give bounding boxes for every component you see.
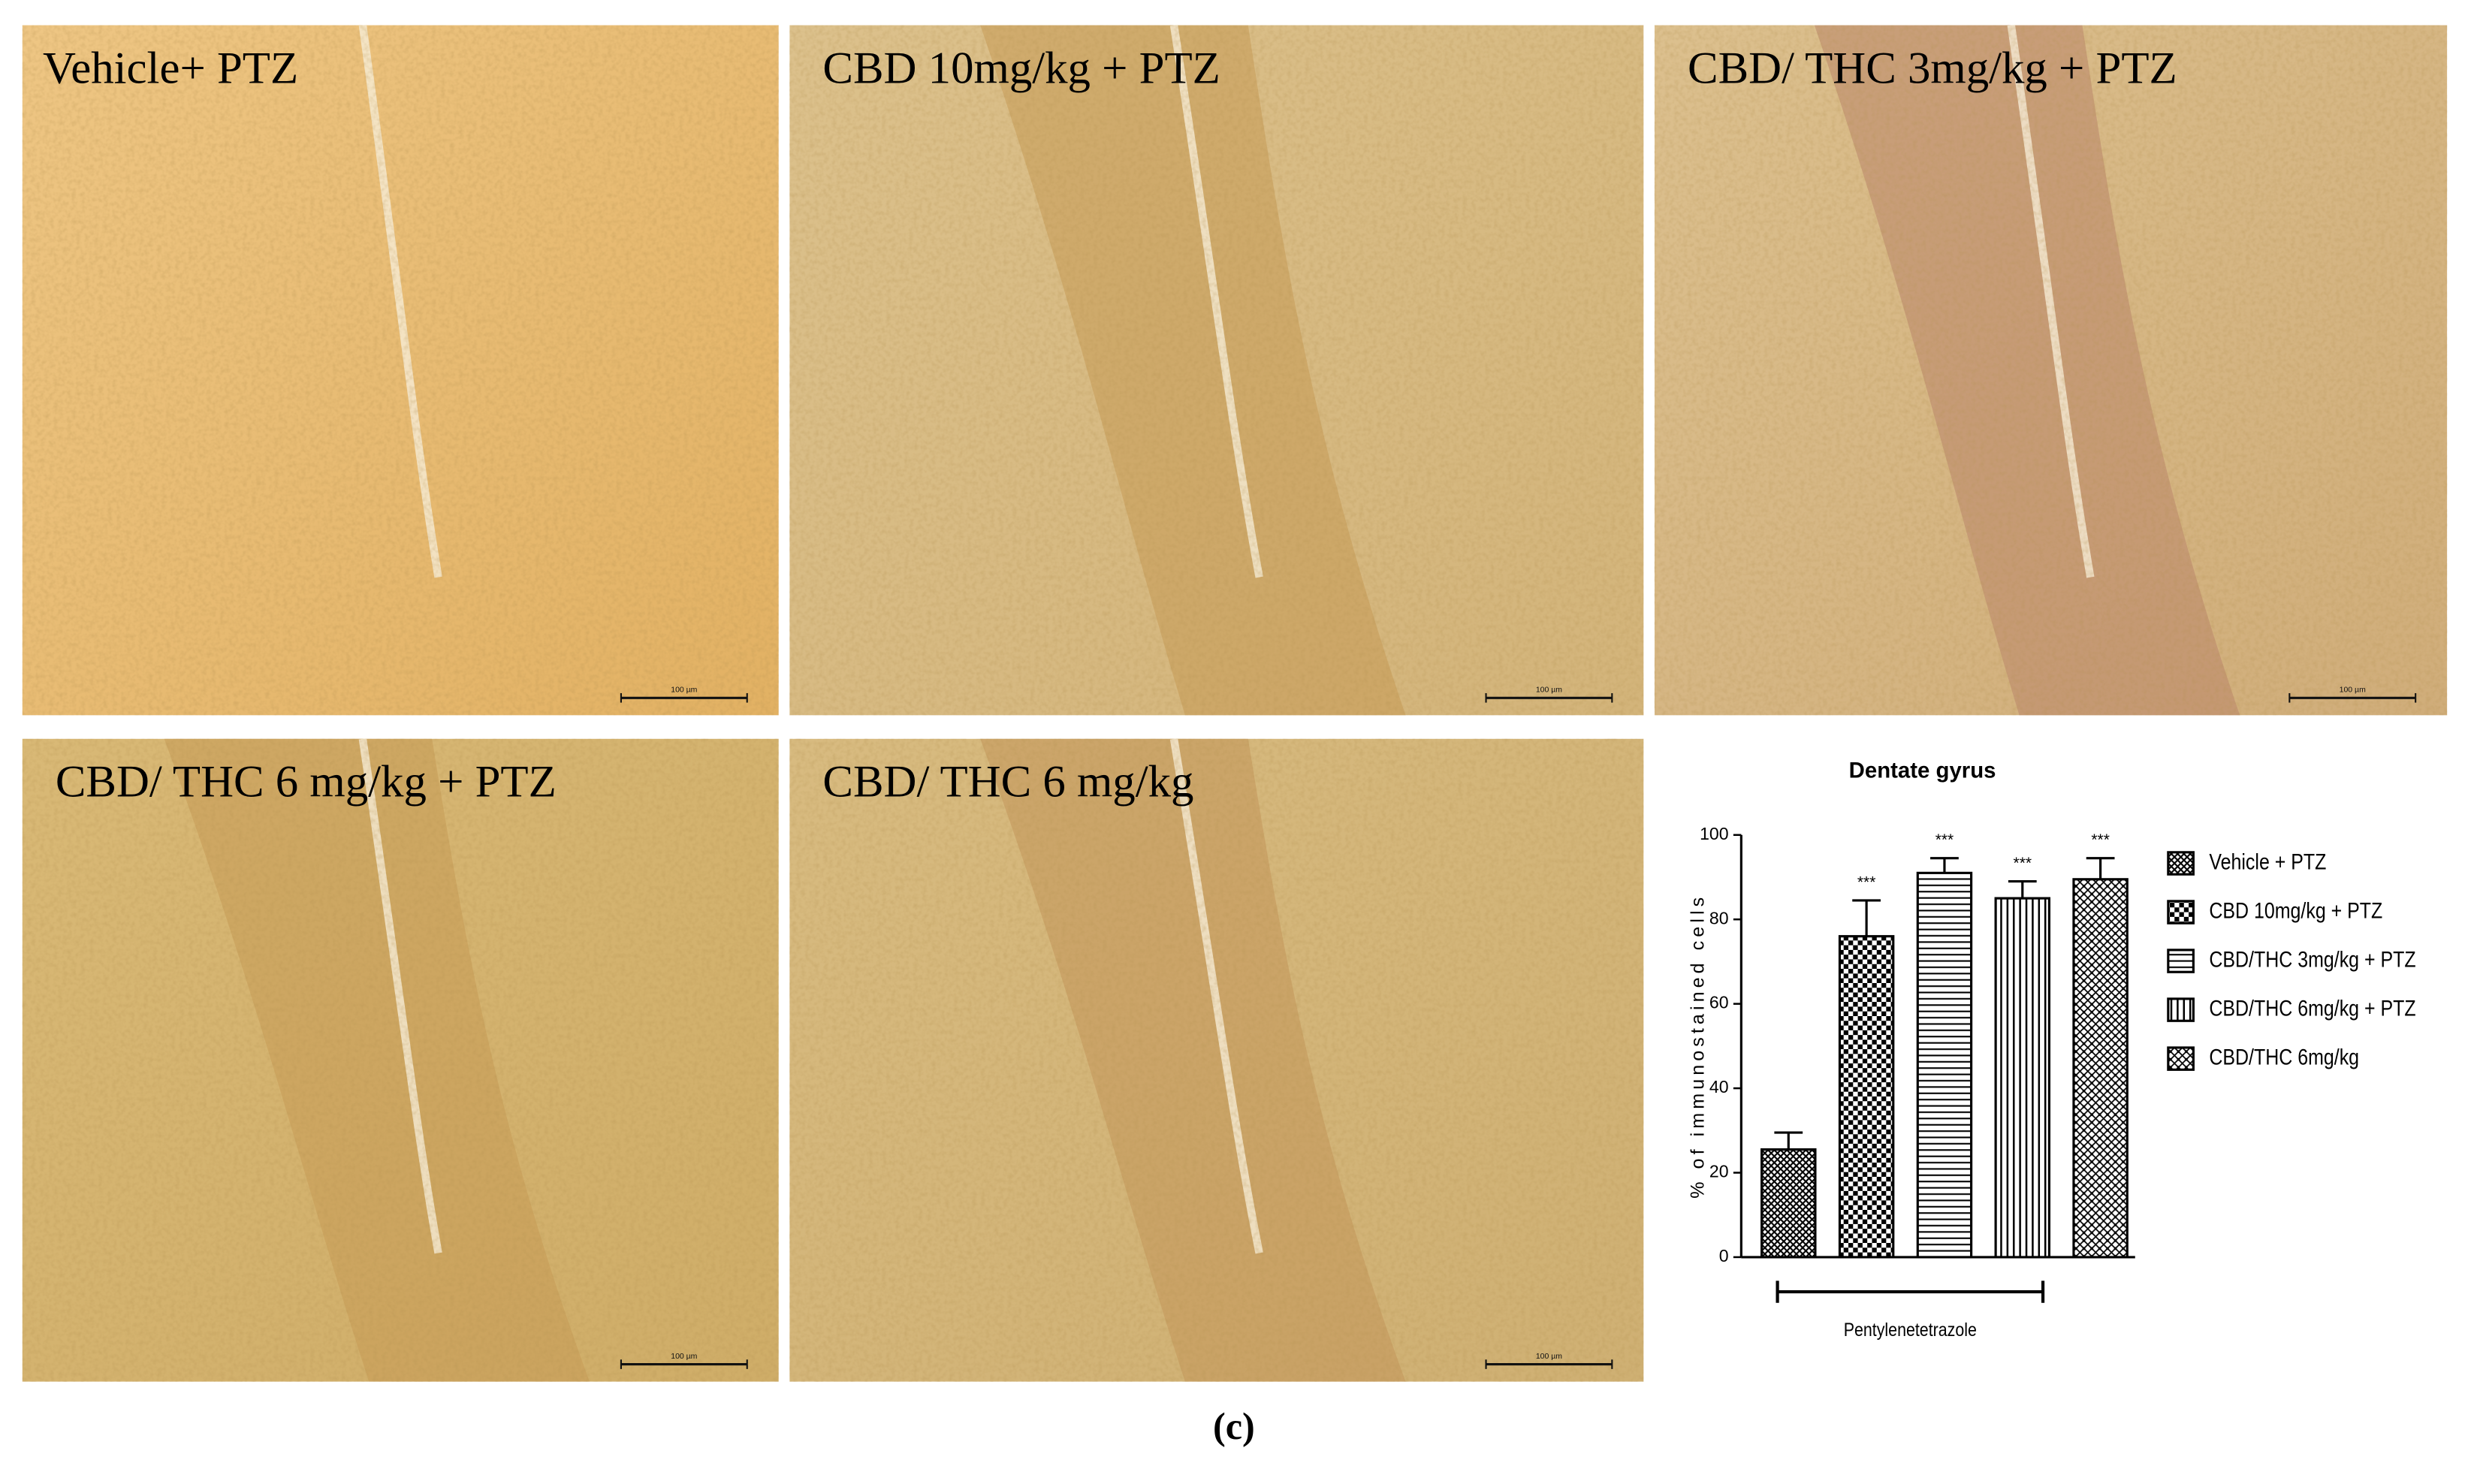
y-tick-label: 40 bbox=[1709, 1077, 1729, 1096]
panel-label: CBD/ THC 3mg/kg + PTZ bbox=[1688, 43, 2177, 93]
y-tick-label: 20 bbox=[1709, 1162, 1729, 1181]
micrograph bbox=[1654, 24, 2448, 716]
legend-swatch bbox=[2167, 949, 2195, 973]
significance-label: *** bbox=[1935, 831, 1954, 849]
bar bbox=[1994, 897, 2051, 1259]
legend-label: CBD/THC 3mg/kg + PTZ bbox=[2209, 946, 2415, 971]
texture bbox=[22, 25, 779, 716]
legend-swatch bbox=[2167, 900, 2195, 924]
micrograph bbox=[22, 24, 779, 716]
panel-label: CBD/ THC 6 mg/kg bbox=[822, 757, 1193, 807]
caption: (c) bbox=[1213, 1405, 1255, 1447]
texture bbox=[789, 738, 1644, 1382]
scale-bar-label: 100 µm bbox=[1536, 1353, 1562, 1361]
texture bbox=[789, 25, 1644, 716]
scale-bar-label: 100 µm bbox=[1536, 686, 1562, 695]
legend-swatch bbox=[2167, 997, 2195, 1022]
legend-swatch bbox=[2167, 1046, 2195, 1071]
scale-bar-label: 100 µm bbox=[671, 686, 697, 695]
micrograph bbox=[789, 737, 1644, 1382]
micrograph bbox=[22, 738, 779, 1382]
texture bbox=[1654, 25, 2448, 716]
bar bbox=[2072, 878, 2129, 1259]
y-axis-label: % of immunostained cells bbox=[1687, 894, 1708, 1199]
panel-label: Vehicle+ PTZ bbox=[43, 43, 298, 93]
scale-bar-label: 100 µm bbox=[671, 1353, 697, 1361]
significance-label: *** bbox=[1857, 873, 1875, 891]
legend-label: CBD/THC 6mg/kg + PTZ bbox=[2209, 995, 2415, 1020]
y-tick-label: 80 bbox=[1709, 908, 1729, 928]
significance-label: *** bbox=[2014, 855, 2032, 872]
bar bbox=[1760, 1148, 1817, 1259]
panel-label: CBD/ THC 6 mg/kg + PTZ bbox=[56, 757, 557, 807]
legend-label: CBD 10mg/kg + PTZ bbox=[2209, 897, 2382, 922]
y-tick-label: 0 bbox=[1719, 1246, 1729, 1265]
micrograph bbox=[789, 24, 1644, 716]
group-label: Pentylenetetrazole bbox=[1844, 1320, 1977, 1341]
y-tick-label: 100 bbox=[1700, 824, 1728, 843]
bar bbox=[1838, 935, 1895, 1259]
significance-label: *** bbox=[2091, 831, 2109, 849]
scale-bar-label: 100 µm bbox=[2340, 686, 2366, 695]
legend-label: Vehicle + PTZ bbox=[2209, 849, 2326, 873]
legend-swatch bbox=[2167, 851, 2195, 876]
legend-label: CBD/THC 6mg/kg bbox=[2209, 1044, 2359, 1069]
chart-title: Dentate gyrus bbox=[1849, 759, 1996, 783]
bar bbox=[1916, 871, 1973, 1259]
texture bbox=[22, 738, 779, 1382]
panel-label: CBD 10mg/kg + PTZ bbox=[822, 43, 1220, 93]
y-tick-label: 60 bbox=[1709, 993, 1729, 1012]
